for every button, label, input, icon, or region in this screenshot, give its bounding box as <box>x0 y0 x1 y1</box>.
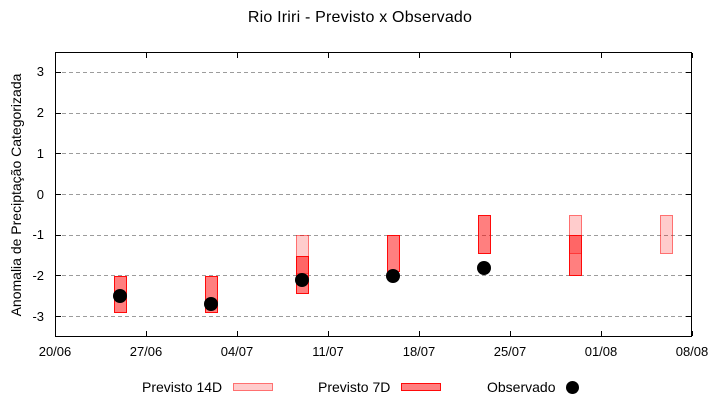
y-tick-label: -3 <box>32 308 44 324</box>
x-tick-mark <box>509 53 511 58</box>
y-tick-label: 2 <box>36 105 44 121</box>
y-tick-mark <box>56 234 61 236</box>
x-tick-label tick-label: 18/07 <box>402 344 436 359</box>
legend-label-observado: Observado <box>487 379 556 395</box>
x-tick-label tick-label: 04/07 <box>220 344 254 359</box>
x-tick-mark <box>236 331 238 336</box>
x-tick-label tick-label: 01/08 <box>584 344 618 359</box>
observed-dot <box>477 260 491 275</box>
gridline <box>55 71 692 73</box>
x-tick-mark <box>418 53 420 58</box>
x-tick-label tick-label: 20/06 <box>38 344 72 359</box>
x-tick-mark <box>145 53 147 58</box>
x-tick-label tick-label: 11/07 <box>312 344 344 359</box>
observed-dot <box>113 289 127 304</box>
legend-label-previsto-14d: Previsto 14D <box>142 379 223 395</box>
chart-title: Rio Iriri - Previsto x Observado <box>247 9 473 26</box>
gridline <box>55 112 692 114</box>
y-tick-label: 3 <box>36 64 44 80</box>
observed-dot <box>204 297 218 312</box>
y-tick-label: 0 <box>36 186 44 202</box>
x-tick-label tick-label: 27/06 <box>129 344 163 359</box>
y-tick-mark <box>686 71 691 73</box>
y-tick-mark <box>56 316 61 318</box>
y-tick-mark <box>56 194 61 195</box>
x-tick-mark <box>691 331 693 336</box>
x-tick-mark <box>418 331 420 336</box>
x-tick-mark <box>509 331 511 336</box>
y-tick-mark <box>686 194 691 195</box>
x-tick-mark <box>145 331 147 336</box>
y-tick-mark <box>686 316 691 318</box>
y-tick-label: -2 <box>32 267 44 283</box>
x-tick-mark <box>236 53 238 58</box>
gridline <box>55 275 692 277</box>
observed-dot <box>295 273 309 287</box>
legend-swatch-previsto-7d <box>401 383 442 391</box>
y-tick-mark <box>686 234 691 236</box>
gridline <box>55 316 692 318</box>
y-tick-label: 1 <box>36 145 44 161</box>
forecast-bar-7d <box>568 235 582 276</box>
x-tick-mark <box>600 53 602 58</box>
gridline <box>55 153 692 155</box>
legend-item-previsto-7d: Previsto 7D <box>318 379 442 395</box>
y-tick-mark <box>686 112 691 114</box>
legend-swatch-observado-dot <box>566 380 580 394</box>
gridline <box>55 234 692 236</box>
x-tick-label tick-label: 25/07 <box>493 344 527 359</box>
legend-item-previsto-14d: Previsto 14D <box>142 379 274 395</box>
y-tick-mark <box>56 112 61 114</box>
x-tick-mark <box>691 53 693 58</box>
x-tick-mark <box>600 331 602 336</box>
y-tick-mark <box>56 153 61 155</box>
y-tick-label: -1 <box>32 227 44 243</box>
y-tick-mark <box>56 275 61 277</box>
y-tick-mark <box>686 153 691 155</box>
legend-item-observado: Observado <box>487 379 580 395</box>
forecast-bar-14d <box>659 214 673 254</box>
plot-border <box>55 52 692 337</box>
forecast-bar-7d <box>477 214 491 254</box>
legend-label-previsto-7d: Previsto 7D <box>318 379 391 395</box>
x-tick-mark <box>327 53 329 58</box>
x-tick-mark <box>327 331 329 336</box>
legend-swatch-previsto-14d <box>233 383 274 391</box>
y-tick-mark <box>56 71 61 73</box>
observed-dot <box>386 268 400 283</box>
gridline <box>55 194 692 195</box>
x-tick-mark <box>54 53 56 58</box>
y-tick-mark <box>686 275 691 277</box>
x-tick-label tick-label: 08/08 <box>675 344 709 359</box>
x-tick-mark <box>54 331 56 336</box>
forecast-bar-7d <box>386 235 400 272</box>
